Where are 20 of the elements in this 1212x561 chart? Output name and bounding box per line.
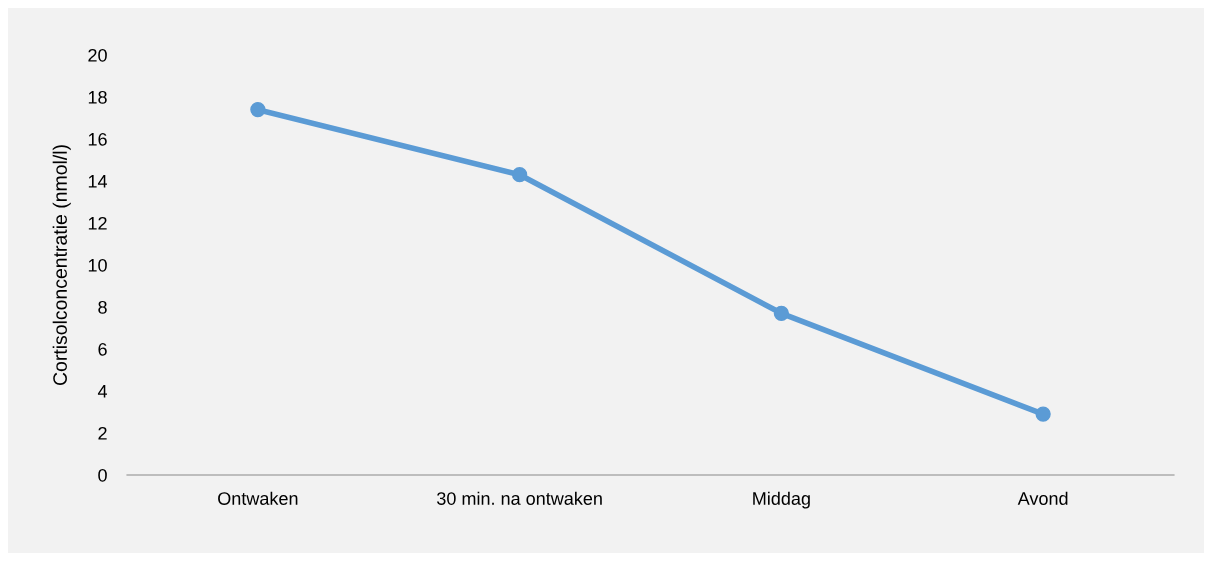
y-tick-label: 0 (98, 468, 107, 482)
point (511, 167, 528, 183)
y-tick-label: 8 (98, 300, 107, 314)
y-tick-label: 20 (88, 48, 107, 62)
point (773, 305, 790, 321)
x-tick-label: 30 min. na ontwaken (437, 491, 602, 505)
x-tick-label: Avond (1017, 491, 1068, 505)
y-tick-label: 2 (98, 426, 107, 440)
x-tick-label: Middag (753, 491, 810, 509)
y-tick-label: 6 (98, 342, 107, 356)
point (250, 101, 266, 118)
point (1035, 406, 1051, 422)
y-tick-label: 18 (88, 90, 107, 104)
x-tick-label: Ontwaken (218, 491, 298, 505)
y-axis-title: Cortisolconcentratie (nmol/l) (52, 145, 71, 386)
y-tick-label: 4 (97, 385, 108, 398)
y-tick-label: 10 (88, 258, 107, 272)
y-tick-label: 16 (88, 132, 107, 146)
y-tick-label: 12 (88, 216, 107, 230)
y-tick-label: 14 (88, 175, 108, 188)
